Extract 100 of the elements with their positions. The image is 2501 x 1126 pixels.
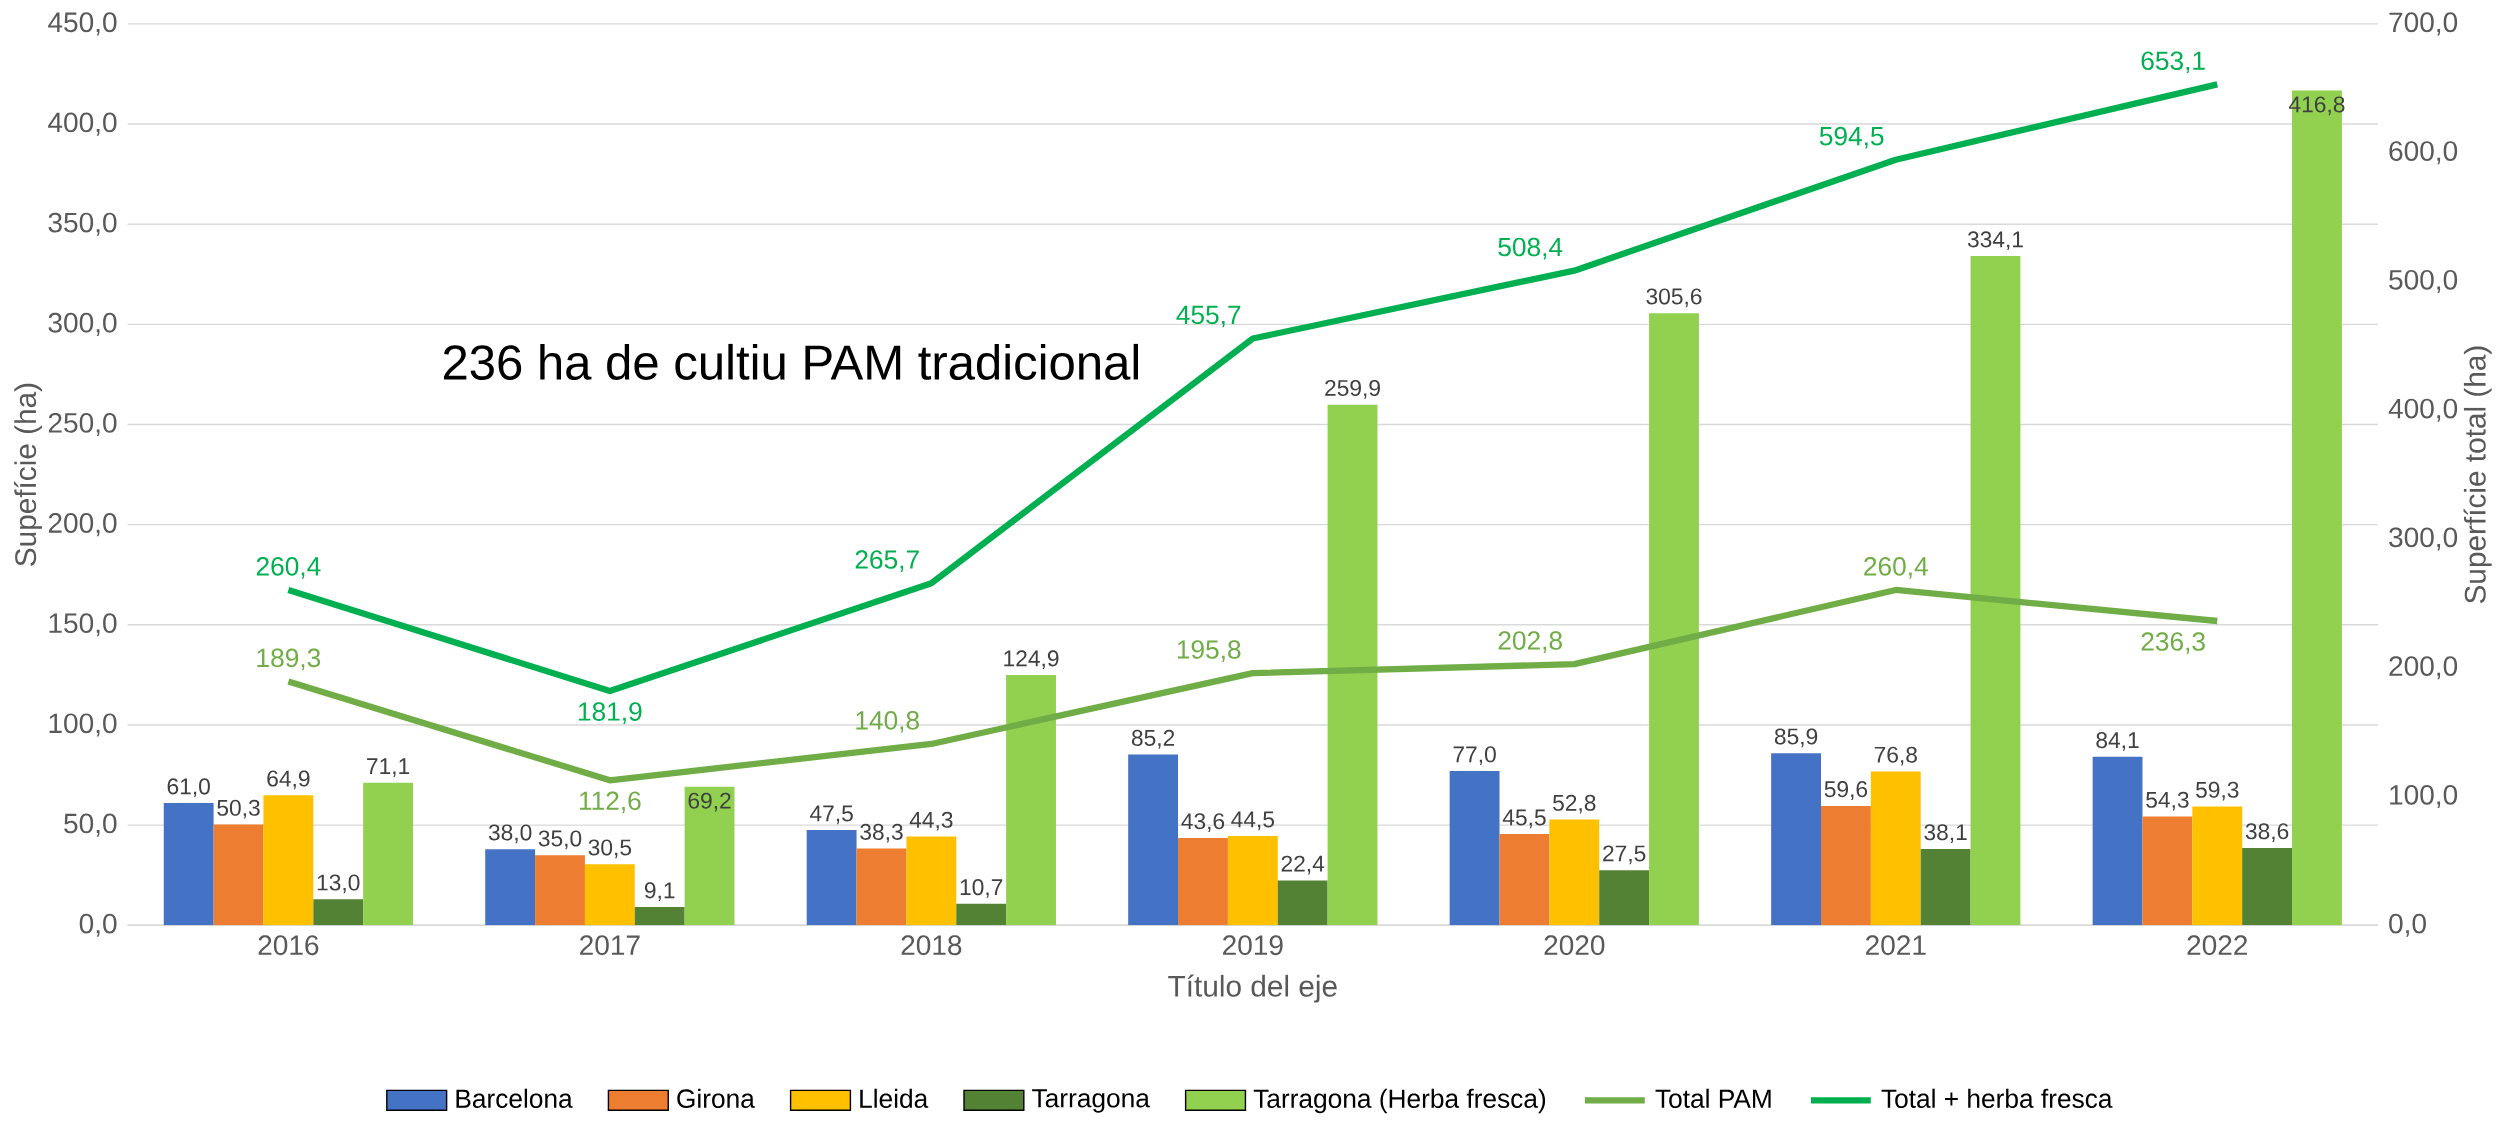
y-tick-label: 250,0 [48, 412, 117, 437]
bar [956, 903, 1007, 926]
data-label: 22,4 [1281, 855, 1325, 875]
y-tick-label: 50,0 [64, 813, 117, 837]
data-label: 9,1 [644, 882, 675, 902]
y-tick-label: 300,0 [48, 312, 117, 336]
data-label: 38,3 [860, 823, 903, 843]
legend-label: Barcelona [456, 1088, 573, 1109]
bar [163, 803, 214, 926]
data-label: 305,6 [1646, 288, 1702, 308]
bar [1449, 771, 1500, 926]
data-label: 236,3 [2141, 632, 2205, 654]
bar [1549, 819, 1600, 926]
bar [1970, 256, 2021, 926]
y-tick-label: 350,0 [48, 212, 117, 236]
bar [485, 849, 536, 926]
data-label: 27,5 [1603, 845, 1646, 865]
data-label: 61,0 [167, 778, 210, 798]
bar [1499, 834, 1550, 926]
data-label: 76,8 [1874, 746, 1917, 766]
bar [1006, 675, 1056, 926]
data-label: 13,0 [317, 874, 360, 894]
data-label: 334,1 [1967, 231, 2023, 251]
bar [363, 782, 414, 926]
x-axis-title: Título del eje [1168, 974, 1337, 1003]
y2-tick-label: 600,0 [2389, 141, 2458, 165]
data-label: 50,3 [217, 799, 260, 819]
y2-tick-label: 500,0 [2389, 269, 2458, 294]
bar [1599, 870, 1650, 926]
bar [2192, 806, 2243, 926]
y-tick-label: 150,0 [49, 613, 117, 637]
data-label: 69,2 [688, 792, 731, 812]
data-label: 124,9 [1004, 650, 1059, 670]
bar [906, 836, 957, 926]
data-label: 140,8 [856, 711, 919, 733]
bar [1178, 837, 1228, 926]
bar [1821, 805, 1871, 926]
bar [584, 864, 635, 926]
data-label: 30,5 [588, 839, 632, 859]
data-label: 259,9 [1325, 379, 1380, 399]
data-label: 59,6 [1824, 781, 1868, 800]
bar [1771, 753, 1822, 926]
y2-tick-label: 100,0 [2390, 784, 2458, 809]
data-label: 189,3 [257, 648, 321, 671]
y2-tick-label: 700,0 [2389, 12, 2458, 36]
data-label: 455,7 [1176, 305, 1241, 328]
data-label: 10,7 [960, 879, 1003, 898]
bar [2242, 847, 2293, 926]
data-label: 47,5 [810, 805, 853, 825]
bar [2142, 816, 2193, 926]
legend-label: Total + herba fresca [1881, 1088, 2113, 1109]
bar [1920, 848, 1971, 926]
data-label: 64,9 [267, 770, 310, 790]
data-label: 85,9 [1774, 728, 1818, 748]
bar [856, 848, 907, 926]
x-tick-label: 2021 [1866, 935, 1926, 956]
data-label: 44,5 [1231, 811, 1275, 831]
data-label: 112,6 [579, 791, 641, 814]
x-tick-label: 2019 [1223, 935, 1283, 956]
legend-label: Total PAM [1655, 1088, 1771, 1109]
data-label: 52,8 [1553, 794, 1596, 814]
bar [1649, 313, 1699, 926]
bar [806, 830, 857, 926]
x-tick-label: 2020 [1544, 935, 1605, 956]
x-tick-label: 2022 [2187, 935, 2248, 956]
bar [634, 907, 685, 926]
y-axis-title: Supefície (ha) [13, 383, 43, 566]
data-label: 71,1 [367, 758, 410, 777]
data-label: 45,5 [1502, 809, 1546, 829]
data-label: 265,7 [855, 550, 919, 572]
y2-tick-label: 200,0 [2389, 656, 2458, 680]
y-tick-label: 200,0 [48, 513, 117, 537]
data-label: 38,1 [1924, 824, 1967, 843]
bar [1128, 754, 1179, 926]
y2-axis-title: Superfície total (ha) [2463, 346, 2492, 604]
y2-tick-label: 400,0 [2388, 398, 2458, 422]
y2-tick-label: 0,0 [2389, 913, 2426, 937]
data-label: 35,0 [538, 830, 582, 850]
data-label: 594,5 [1819, 126, 1884, 149]
y-tick-label: 0,0 [79, 913, 117, 937]
legend-label: Lleida [860, 1088, 929, 1109]
bar [1277, 880, 1328, 926]
annotation: 236 ha de cultiu PAM tradicional [443, 343, 1138, 380]
data-label: 653,1 [2141, 51, 2205, 74]
data-label: 195,8 [1177, 640, 1241, 662]
data-label: 43,6 [1181, 813, 1225, 832]
data-label: 38,6 [2245, 823, 2289, 842]
bar [263, 795, 314, 926]
legend-label: Tarragona (Herba fresca) [1253, 1088, 1546, 1114]
bar [1870, 771, 1921, 926]
x-tick-label: 2018 [901, 935, 962, 956]
data-label: 85,2 [1131, 729, 1175, 749]
x-tick-label: 2016 [258, 935, 319, 956]
data-label: 54,3 [2146, 791, 2189, 811]
data-label: 260,4 [256, 557, 321, 579]
data-label: 59,3 [2196, 781, 2239, 801]
legend-label: Tarragona [1032, 1089, 1150, 1113]
legend-label: Girona [677, 1088, 755, 1109]
data-label: 202,8 [1498, 631, 1562, 653]
data-label: 77,0 [1453, 746, 1496, 766]
